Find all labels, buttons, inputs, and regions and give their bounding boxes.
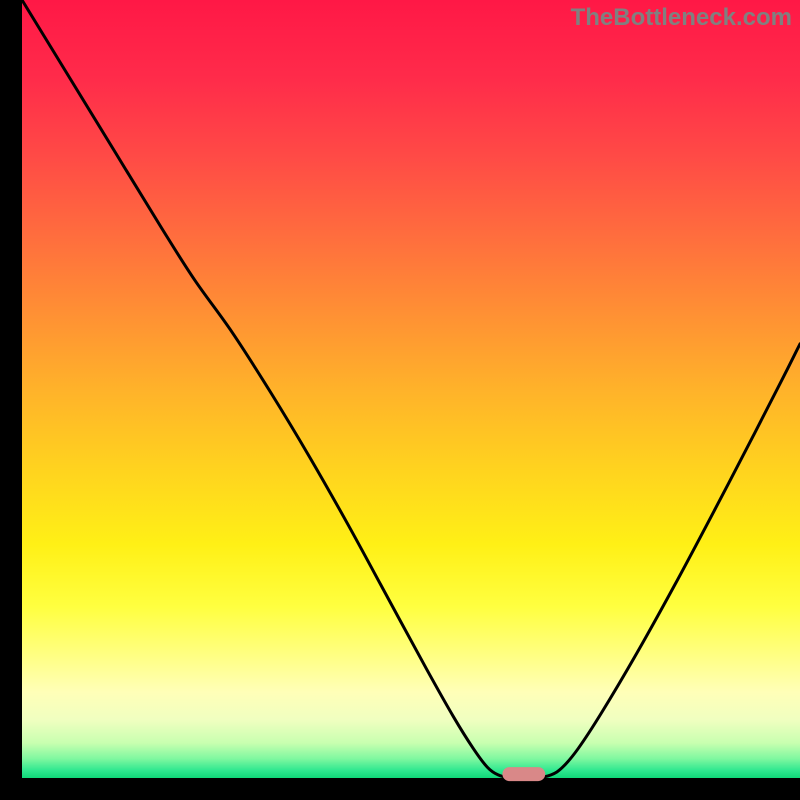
chart-svg <box>0 0 800 800</box>
plot-background <box>22 0 800 778</box>
bottleneck-chart: TheBottleneck.com <box>0 0 800 800</box>
optimal-marker <box>502 767 545 781</box>
watermark-label: TheBottleneck.com <box>571 4 792 32</box>
